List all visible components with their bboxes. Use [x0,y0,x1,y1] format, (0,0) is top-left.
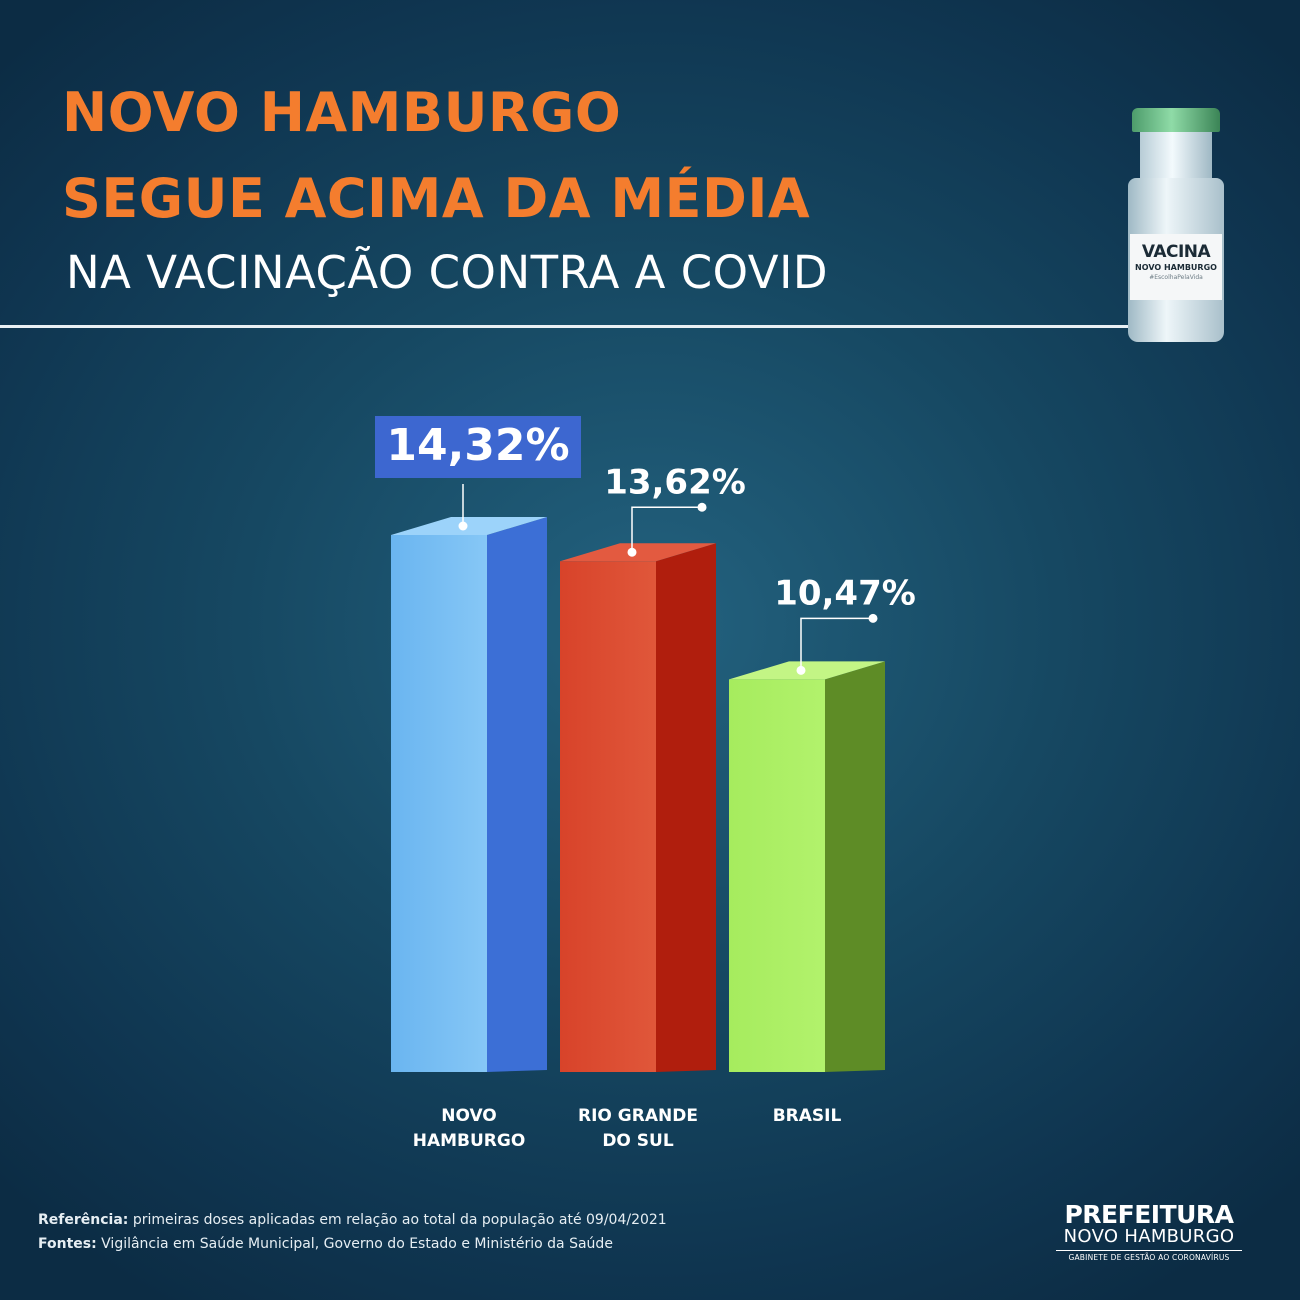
logo-line-3: GABINETE DE GESTÃO AO CORONAVÍRUS [1068,1253,1230,1262]
vial-neck [1140,132,1212,178]
footnotes: Referência: primeiras doses aplicadas em… [38,1208,667,1256]
reference-text: primeiras doses aplicadas em relação ao … [128,1212,667,1228]
headline-line-2: SEGUE ACIMA DA MÉDIA [62,167,811,230]
bar-0 [391,535,487,1072]
vial-label-sub: NOVO HAMBURGO [1135,263,1217,272]
logo-divider [1056,1250,1242,1251]
bar-top-dot-0 [458,521,468,531]
vial-label-main: VACINA [1141,242,1211,262]
reference-note: Referência: primeiras doses aplicadas em… [38,1208,667,1232]
category-label-2-0: BRASIL [773,1106,842,1126]
category-label-0-1: HAMBURGO [413,1131,526,1151]
bar-2 [729,679,825,1072]
bar-side-1 [656,543,716,1072]
bar-top-2 [729,661,885,680]
leader-line-1 [631,506,702,553]
bar-1 [560,561,656,1072]
reference-label: Referência: [38,1212,129,1228]
vial-cap [1132,108,1220,132]
category-label-1-1: DO SUL [602,1131,674,1151]
bar-top-0 [391,517,547,535]
logo-line-2: NOVO HAMBURGO [1063,1226,1235,1247]
vial-label-tag: #EscolhaPelaVida [1149,274,1203,281]
leader-end-dot-2 [868,613,878,623]
bar-top-1 [560,543,716,562]
logo-line-1: PREFEITURA [1064,1200,1234,1229]
value-label-1: 13,62% [604,462,746,502]
headline-line-1: NOVO HAMBURGO [62,81,622,144]
bar-top-dot-1 [627,547,637,557]
sources-note: Fontes: Vigilância em Saúde Municipal, G… [38,1232,667,1256]
vaccine-vial-image: VACINA NOVO HAMBURGO #EscolhaPelaVida [1126,108,1226,344]
sources-text: Vigilância em Saúde Municipal, Governo d… [96,1236,613,1252]
category-label-0-0: NOVO [441,1106,497,1126]
bar-side-0 [487,517,547,1072]
prefeitura-logo: PREFEITURA NOVO HAMBURGO GABINETE DE GES… [1054,1202,1244,1262]
category-label-1-0: RIO GRANDE [578,1106,698,1126]
vial-label: VACINA NOVO HAMBURGO #EscolhaPelaVida [1130,234,1222,300]
sources-label: Fontes: [38,1236,97,1252]
value-label-box-0 [375,416,581,478]
header-divider [0,325,1130,328]
headline-subtitle: NA VACINAÇÃO CONTRA A COVID [66,246,828,299]
value-label-0: 14,32% [386,420,569,471]
leader-line-2 [800,617,873,671]
value-label-2: 10,47% [774,573,916,613]
bar-top-dot-2 [796,665,806,675]
bar-side-2 [825,661,885,1072]
leader-end-dot-1 [697,502,707,512]
